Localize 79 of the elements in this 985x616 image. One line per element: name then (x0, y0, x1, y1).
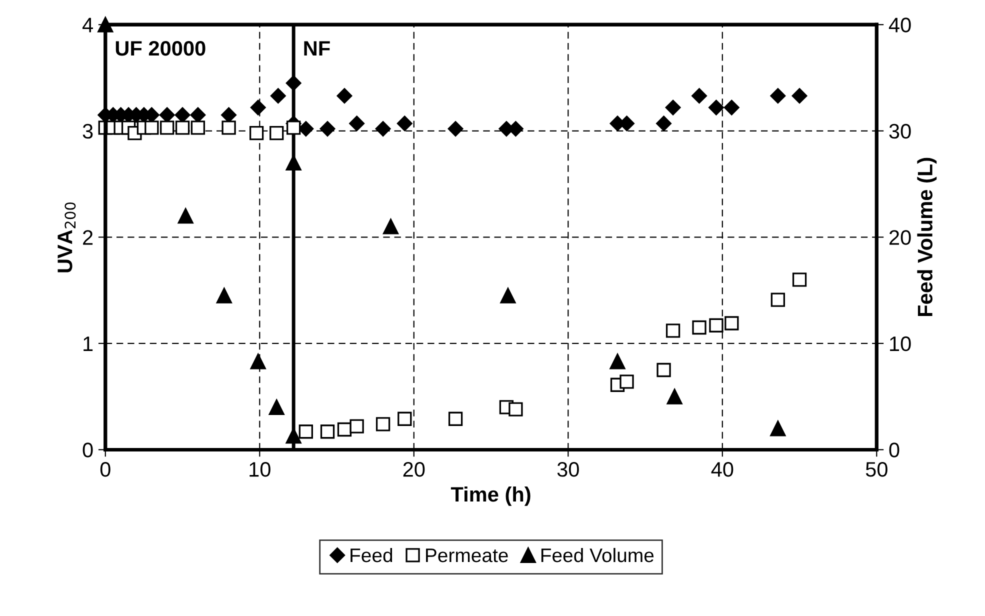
x-tick-label: 50 (866, 462, 888, 477)
annotation: NF (304, 41, 330, 56)
y2-tick-label: 0 (889, 442, 900, 458)
point (708, 100, 724, 116)
point (190, 120, 206, 135)
point (175, 120, 190, 135)
point (692, 88, 707, 104)
point (770, 420, 786, 436)
y-tick-label: 2 (83, 230, 93, 245)
x-tick-label: 20 (403, 462, 425, 477)
y2-tick-label: 30 (889, 124, 911, 139)
legend-label: Permeate (426, 548, 508, 562)
annotation: UF 20000 (116, 40, 206, 56)
point (396, 116, 412, 132)
point (792, 88, 808, 104)
point (770, 292, 786, 307)
point (250, 100, 266, 116)
point (298, 424, 314, 439)
point (250, 354, 266, 370)
point (724, 316, 739, 330)
legend-label: Feed Volume (541, 548, 654, 562)
point (159, 107, 175, 123)
point (178, 208, 194, 224)
point (656, 362, 671, 378)
point (160, 120, 174, 135)
point (174, 107, 190, 123)
y2-tick-label: 40 (888, 18, 911, 32)
point (709, 318, 724, 332)
point (349, 116, 365, 132)
point (270, 126, 284, 140)
point (382, 218, 399, 234)
y-tick-label: 1 (84, 336, 93, 351)
point (666, 388, 682, 404)
point (268, 399, 284, 415)
point (221, 107, 237, 123)
x-tick-label: 30 (557, 462, 579, 477)
point (320, 424, 335, 439)
y2-tick-label: 20 (890, 230, 911, 245)
point (286, 155, 302, 171)
point (692, 320, 706, 335)
point (190, 107, 206, 123)
point (665, 100, 681, 116)
point (500, 288, 516, 304)
x-tick-label: 10 (250, 462, 270, 477)
point (144, 120, 159, 135)
point (398, 412, 412, 426)
point (376, 417, 390, 432)
point (375, 121, 391, 136)
point (724, 100, 740, 116)
x-axis-title: Time (h) (450, 486, 530, 506)
point (286, 428, 302, 444)
y2-tick-label: 10 (890, 336, 911, 352)
y2-axis-title: Feed Volume (L) (917, 158, 937, 316)
point (620, 374, 634, 389)
point (320, 121, 336, 136)
y-axis-title: UVA$_{200}$ (58, 202, 76, 272)
y-tick-label: 3 (82, 124, 93, 139)
point (216, 288, 232, 304)
point (270, 88, 286, 104)
x-tick-label: 0 (100, 462, 110, 477)
y-tick-label: 0 (82, 442, 93, 458)
point (286, 75, 302, 91)
point (666, 324, 680, 338)
legend-label: Feed (350, 548, 392, 562)
point (770, 88, 786, 104)
point (350, 419, 364, 434)
point (222, 120, 236, 135)
point (656, 116, 672, 132)
point (610, 354, 626, 370)
point (508, 402, 523, 416)
point (336, 88, 352, 104)
x-tick-label: 40 (711, 462, 734, 477)
point (448, 121, 464, 136)
point (98, 16, 114, 32)
point (286, 120, 301, 135)
point (448, 412, 463, 426)
point (249, 126, 264, 140)
y-tick-label: 4 (82, 18, 93, 32)
point (792, 272, 807, 287)
